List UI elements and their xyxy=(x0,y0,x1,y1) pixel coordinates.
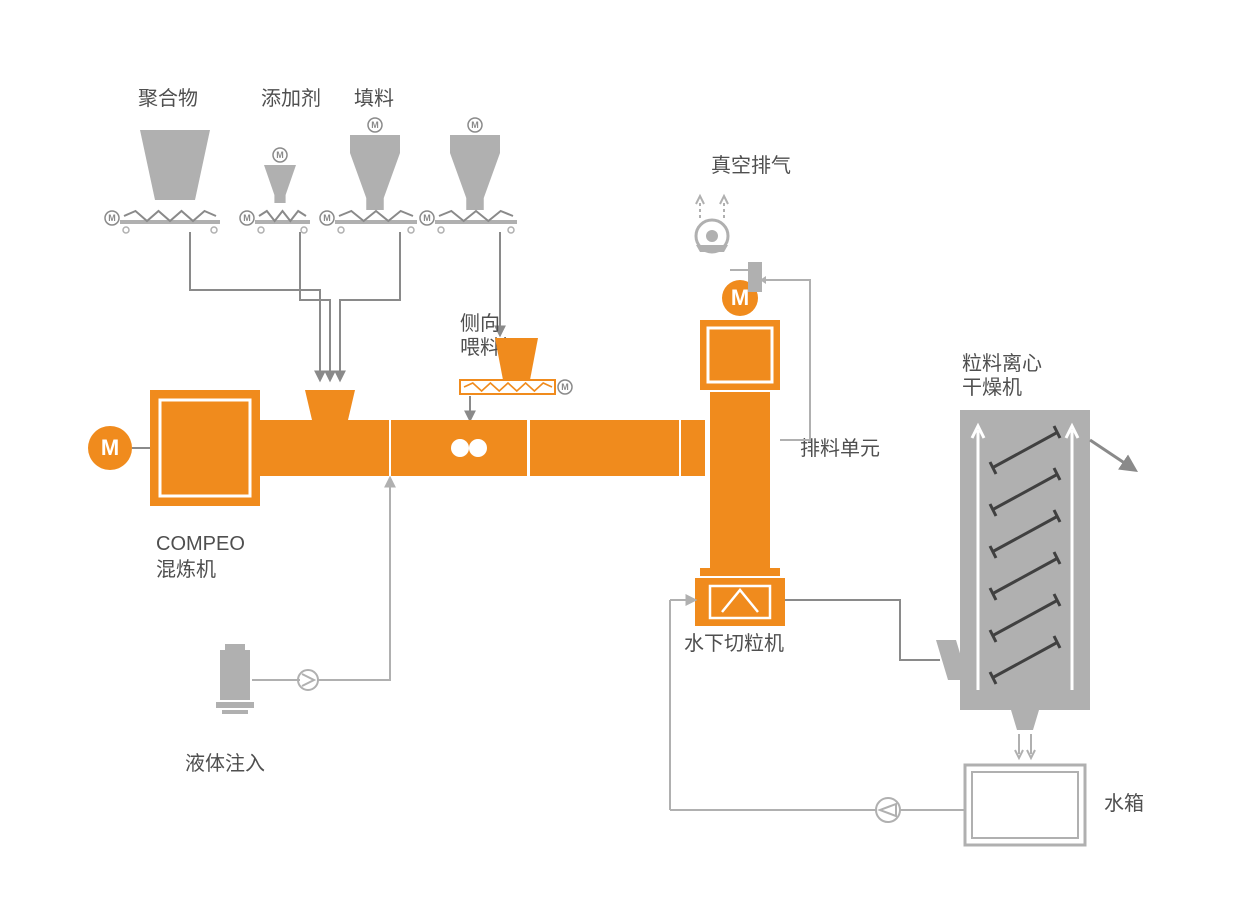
svg-text:M: M xyxy=(108,213,116,223)
polymer-hopper xyxy=(140,130,210,200)
gearbox xyxy=(150,390,260,506)
label-polymer: 聚合物 xyxy=(138,87,198,110)
motor-icon: M xyxy=(468,118,482,132)
label-filler: 填料 xyxy=(354,87,394,110)
conveyor-zigzag xyxy=(339,211,413,221)
label-sidefeeder: 侧向 xyxy=(460,312,500,335)
flow-line xyxy=(300,232,330,380)
side-feeder-hopper xyxy=(495,338,538,380)
label-compeo: 混炼机 xyxy=(156,558,216,581)
barrel-segment xyxy=(680,420,705,476)
label-discharge: 排料单元 xyxy=(800,437,880,460)
motor-icon: M xyxy=(240,211,254,225)
label-tank: 水箱 xyxy=(1104,792,1144,815)
label-compeo: COMPEO xyxy=(156,533,245,555)
label-dryer: 粒料离心 xyxy=(962,352,1042,375)
flow-line xyxy=(340,232,400,380)
barrel-segment xyxy=(260,420,390,476)
discharge-body xyxy=(710,392,770,572)
hopper xyxy=(450,153,500,198)
flow-line xyxy=(318,478,390,680)
liquid-pump-body xyxy=(220,650,250,700)
water-tank xyxy=(965,765,1085,845)
motor-icon: M xyxy=(273,148,287,162)
feed-throat xyxy=(305,390,355,420)
label-liquid: 液体注入 xyxy=(185,752,265,775)
hopper xyxy=(264,165,296,195)
conveyor-zigzag xyxy=(439,211,513,221)
svg-text:M: M xyxy=(561,382,569,392)
motor-icon: M xyxy=(105,211,119,225)
label-dryer: 干燥机 xyxy=(962,376,1022,399)
label-vacuum: 真空排气 xyxy=(711,154,791,177)
motor-icon: M xyxy=(320,211,334,225)
discharge-gearbox xyxy=(700,320,780,390)
flow-line xyxy=(1090,440,1135,470)
motor-icon: M xyxy=(420,211,434,225)
svg-text:M: M xyxy=(371,120,379,130)
hopper xyxy=(350,153,400,198)
svg-text:M: M xyxy=(731,285,749,310)
svg-text:M: M xyxy=(243,213,251,223)
label-additive: 添加剂 xyxy=(261,87,321,110)
svg-text:M: M xyxy=(471,120,479,130)
svg-text:M: M xyxy=(423,213,431,223)
conveyor-zigzag xyxy=(259,211,306,221)
flow-line xyxy=(785,600,940,660)
conveyor-zigzag xyxy=(464,383,552,391)
motor-icon: M xyxy=(368,118,382,132)
conveyor-zigzag xyxy=(124,211,216,221)
svg-text:M: M xyxy=(323,213,331,223)
label-pelletizer: 水下切粒机 xyxy=(684,632,784,655)
motor-icon: M xyxy=(88,426,132,470)
barrel-segment xyxy=(530,420,680,476)
motor-icon: M xyxy=(558,380,572,394)
svg-text:M: M xyxy=(276,150,284,160)
svg-text:M: M xyxy=(101,435,119,460)
